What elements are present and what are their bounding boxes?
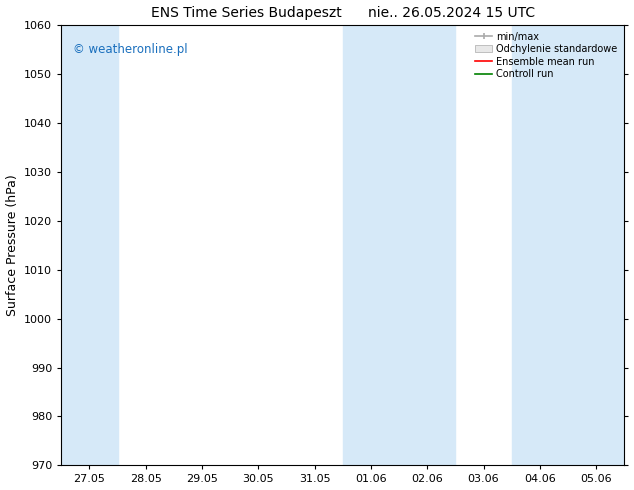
Y-axis label: Surface Pressure (hPa): Surface Pressure (hPa) <box>6 174 18 316</box>
Bar <box>61 25 117 465</box>
Text: © weatheronline.pl: © weatheronline.pl <box>72 43 187 55</box>
Bar <box>343 25 455 465</box>
Bar <box>512 25 624 465</box>
Title: ENS Time Series Budapeszt      nie.. 26.05.2024 15 UTC: ENS Time Series Budapeszt nie.. 26.05.20… <box>151 5 535 20</box>
Legend: min/max, Odchylenie standardowe, Ensemble mean run, Controll run: min/max, Odchylenie standardowe, Ensembl… <box>473 30 619 81</box>
